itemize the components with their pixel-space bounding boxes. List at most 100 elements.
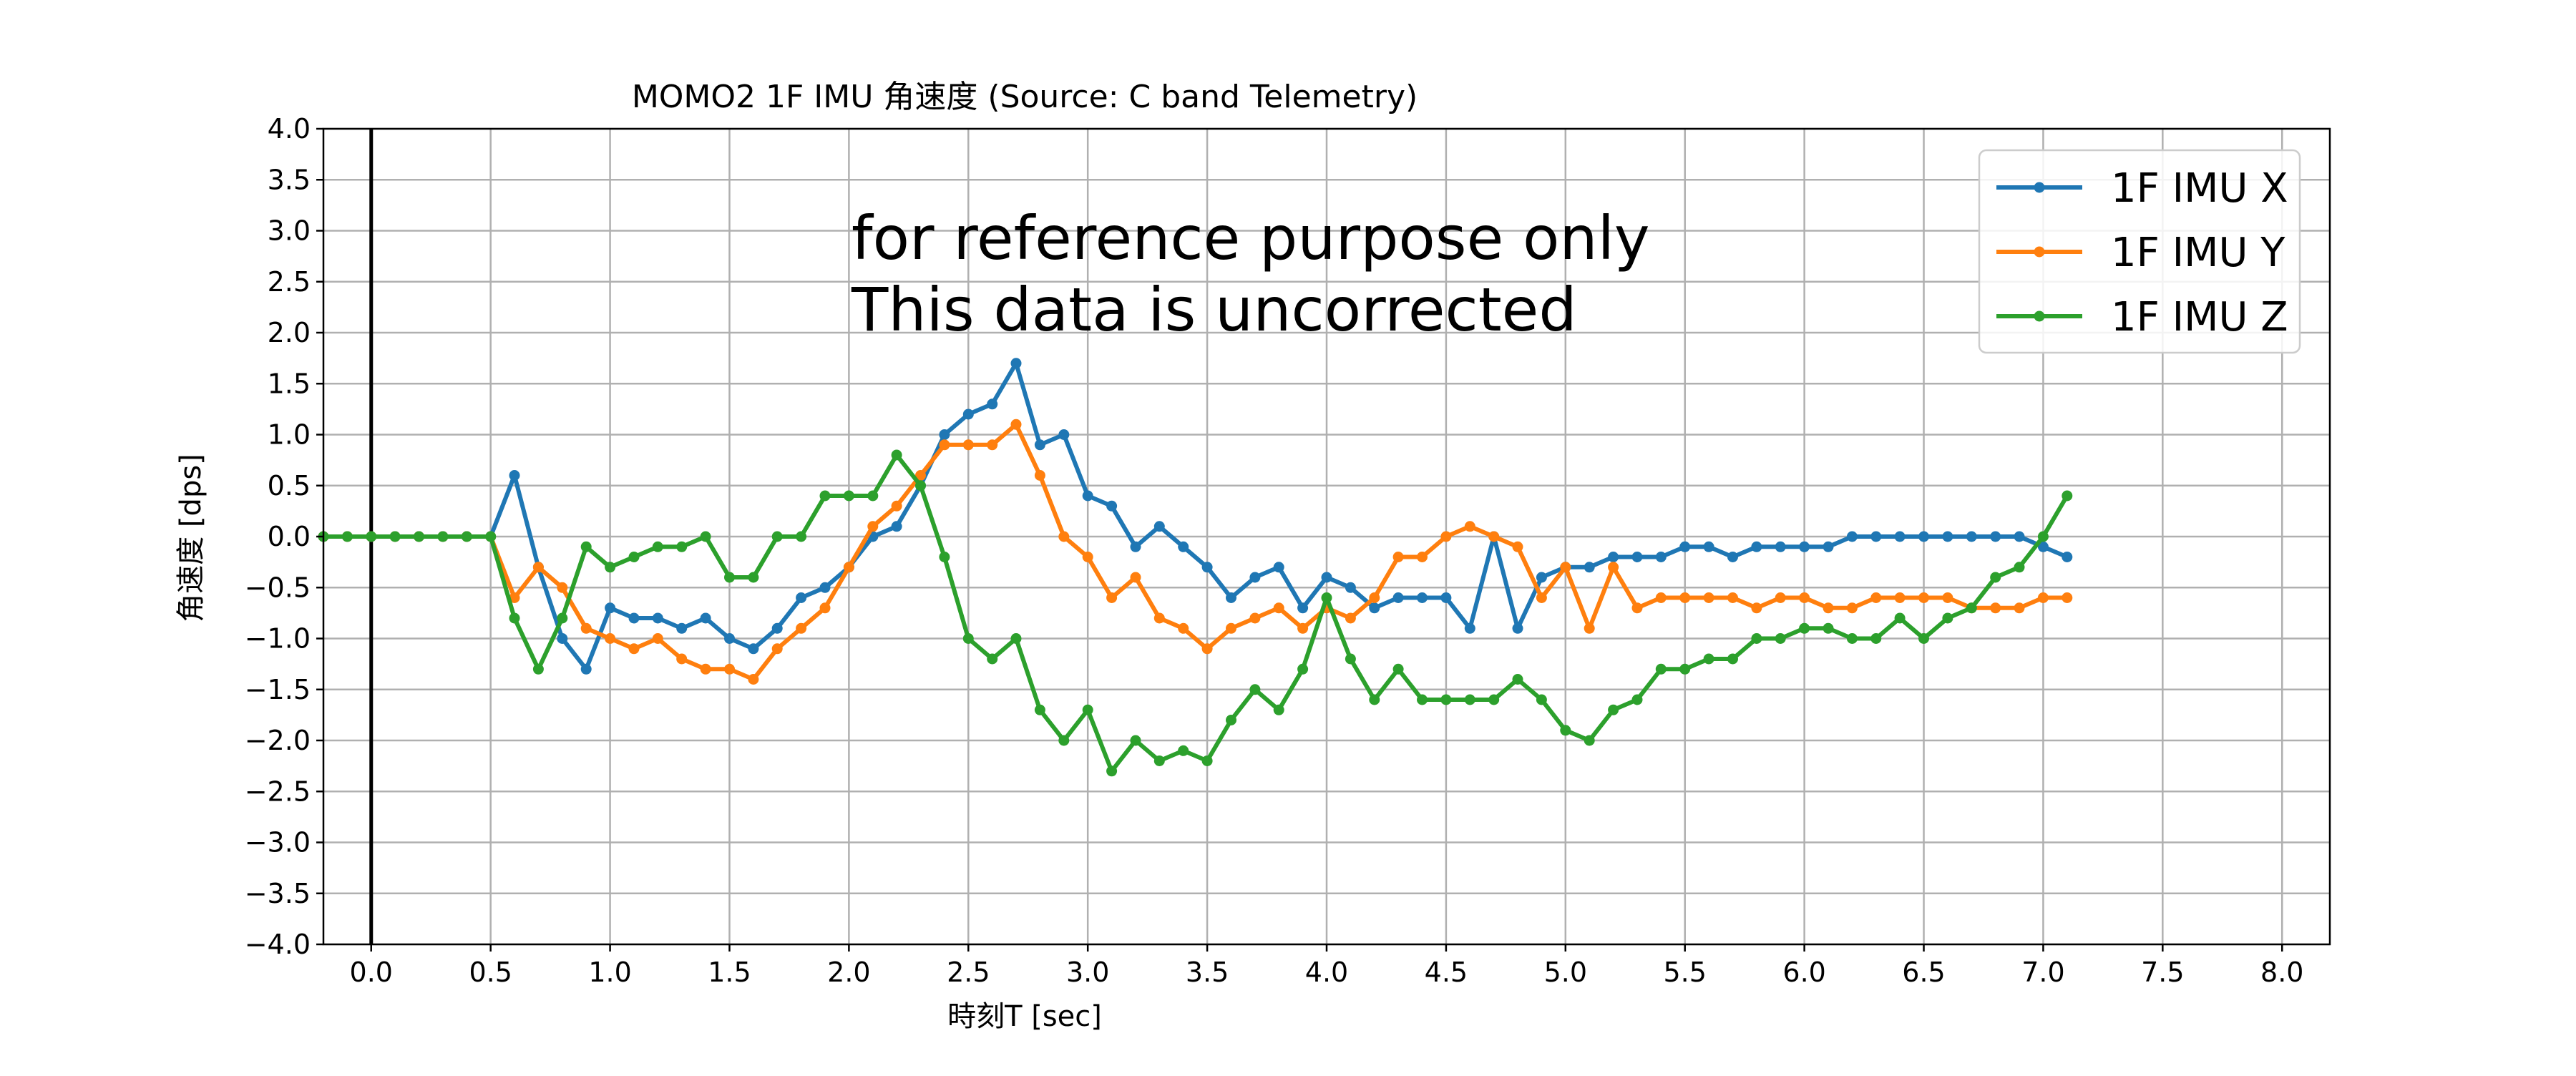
annotation-line-2: This data is uncorrected bbox=[851, 275, 1577, 345]
data-point bbox=[1942, 531, 1953, 542]
data-point bbox=[1751, 541, 1762, 552]
data-point bbox=[1153, 612, 1165, 624]
data-point bbox=[915, 480, 926, 491]
data-point bbox=[557, 582, 568, 593]
legend-item: 1F IMU X bbox=[1996, 165, 2288, 212]
data-point bbox=[1369, 694, 1380, 705]
data-point bbox=[2014, 562, 2025, 573]
data-point bbox=[1727, 552, 1738, 562]
data-point bbox=[1369, 602, 1380, 614]
data-point bbox=[1417, 592, 1428, 603]
legend: 1F IMU X 1F IMU Y 1F IMU Z bbox=[1978, 149, 2301, 354]
data-point bbox=[891, 521, 902, 532]
data-point bbox=[461, 531, 472, 542]
data-point bbox=[748, 674, 759, 685]
data-point bbox=[1273, 562, 1284, 573]
x-tick-label: 6.0 bbox=[1782, 957, 1825, 988]
series-group bbox=[318, 358, 2073, 777]
data-point bbox=[2037, 531, 2049, 542]
data-point bbox=[962, 633, 974, 644]
data-point bbox=[1058, 429, 1070, 440]
data-point bbox=[1464, 694, 1475, 705]
data-point bbox=[1153, 521, 1165, 532]
y-tick-label: 3.0 bbox=[268, 215, 311, 247]
data-point bbox=[1894, 592, 1906, 603]
data-point bbox=[1464, 622, 1475, 634]
data-point bbox=[1823, 602, 1834, 614]
y-tick-label: −2.0 bbox=[245, 725, 311, 756]
y-tick-label: 1.5 bbox=[268, 368, 311, 399]
data-point bbox=[1846, 633, 1858, 644]
data-point bbox=[1894, 612, 1906, 624]
y-tick-label: −3.0 bbox=[245, 827, 311, 859]
data-point bbox=[1082, 552, 1093, 562]
data-point bbox=[1918, 531, 1929, 542]
legend-label: 1F IMU X bbox=[2111, 165, 2288, 212]
y-tick-label: 4.0 bbox=[268, 113, 311, 145]
legend-frame bbox=[1978, 149, 2301, 354]
data-point bbox=[532, 663, 544, 675]
data-point bbox=[2014, 531, 2025, 542]
data-point bbox=[1703, 541, 1714, 552]
data-point bbox=[1870, 592, 1882, 603]
data-point bbox=[605, 633, 616, 644]
data-point bbox=[652, 612, 663, 624]
x-tick-label: 3.5 bbox=[1186, 957, 1229, 988]
data-point bbox=[700, 663, 711, 675]
data-point bbox=[1058, 735, 1070, 746]
data-point bbox=[1703, 653, 1714, 665]
data-point bbox=[700, 612, 711, 624]
data-point bbox=[915, 470, 926, 481]
data-point bbox=[843, 562, 854, 573]
data-point bbox=[2037, 541, 2049, 552]
data-point bbox=[414, 531, 424, 542]
data-point bbox=[1512, 541, 1523, 552]
data-point bbox=[1273, 602, 1284, 614]
data-point bbox=[1297, 622, 1309, 634]
legend-swatch-marker bbox=[2034, 310, 2045, 322]
data-point bbox=[341, 531, 353, 542]
data-point bbox=[605, 602, 616, 614]
data-point bbox=[724, 633, 735, 644]
data-point bbox=[1870, 633, 1882, 644]
data-point bbox=[1178, 622, 1189, 634]
x-tick-label: 2.0 bbox=[827, 957, 870, 988]
data-point bbox=[1130, 541, 1141, 552]
x-tick-label: 6.5 bbox=[1902, 957, 1945, 988]
data-point bbox=[1536, 572, 1547, 583]
data-point bbox=[891, 449, 902, 461]
data-point bbox=[509, 612, 520, 624]
data-point bbox=[1846, 602, 1858, 614]
x-tick-label: 0.5 bbox=[469, 957, 512, 988]
data-point bbox=[1178, 745, 1189, 756]
data-point bbox=[1106, 500, 1118, 512]
data-point bbox=[1894, 531, 1906, 542]
data-point bbox=[724, 663, 735, 675]
data-point bbox=[1082, 490, 1093, 502]
data-point bbox=[580, 541, 592, 552]
data-point bbox=[1823, 622, 1834, 634]
data-point bbox=[1273, 704, 1284, 715]
data-point bbox=[509, 592, 520, 603]
data-point bbox=[1655, 592, 1667, 603]
data-point bbox=[1249, 684, 1261, 695]
data-point bbox=[1488, 531, 1500, 542]
annotation-line-1: for reference purpose only bbox=[852, 203, 1650, 273]
x-tick-label: 2.5 bbox=[947, 957, 990, 988]
data-point bbox=[1918, 633, 1929, 644]
data-point bbox=[1942, 612, 1953, 624]
data-point bbox=[867, 490, 879, 502]
data-point bbox=[1679, 663, 1691, 675]
data-point bbox=[771, 643, 783, 655]
y-tick-label: −4.0 bbox=[245, 929, 311, 960]
data-point bbox=[1751, 602, 1762, 614]
data-point bbox=[1226, 592, 1236, 603]
y-tick-label: 3.5 bbox=[268, 164, 311, 195]
data-point bbox=[987, 398, 998, 410]
data-point bbox=[1034, 439, 1045, 451]
data-point bbox=[1249, 612, 1261, 624]
series-3 bbox=[318, 449, 2073, 777]
data-point bbox=[2062, 552, 2073, 562]
